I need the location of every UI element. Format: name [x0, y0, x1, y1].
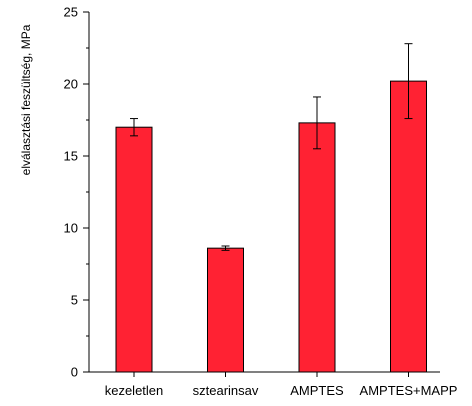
bar-1 — [207, 247, 244, 373]
y-tick-label: 25 — [64, 5, 78, 20]
y-tick-label: 0 — [71, 365, 78, 380]
y-tick-label: 5 — [71, 293, 78, 308]
bar-3 — [390, 80, 427, 373]
y-tick-label: 10 — [64, 221, 78, 236]
y-axis-title: elválasztási feszültség, MPa — [19, 24, 33, 175]
x-category-label: AMPTES — [290, 383, 344, 398]
bar-0 — [115, 126, 153, 373]
x-axis-ticks: kezeletlen sztearinsav AMPTES AMPTES+MAPP — [105, 372, 458, 398]
y-axis-ticks: 0 5 10 15 20 25 — [64, 5, 89, 380]
x-category-label: sztearinsav — [193, 383, 259, 398]
x-category-label: AMPTES+MAPP — [360, 383, 458, 398]
y-tick-label: 20 — [64, 77, 78, 92]
bars-group — [115, 43, 427, 373]
y-tick-label: 15 — [64, 149, 78, 164]
x-category-label: kezeletlen — [105, 383, 164, 398]
bar-2 — [298, 122, 336, 373]
